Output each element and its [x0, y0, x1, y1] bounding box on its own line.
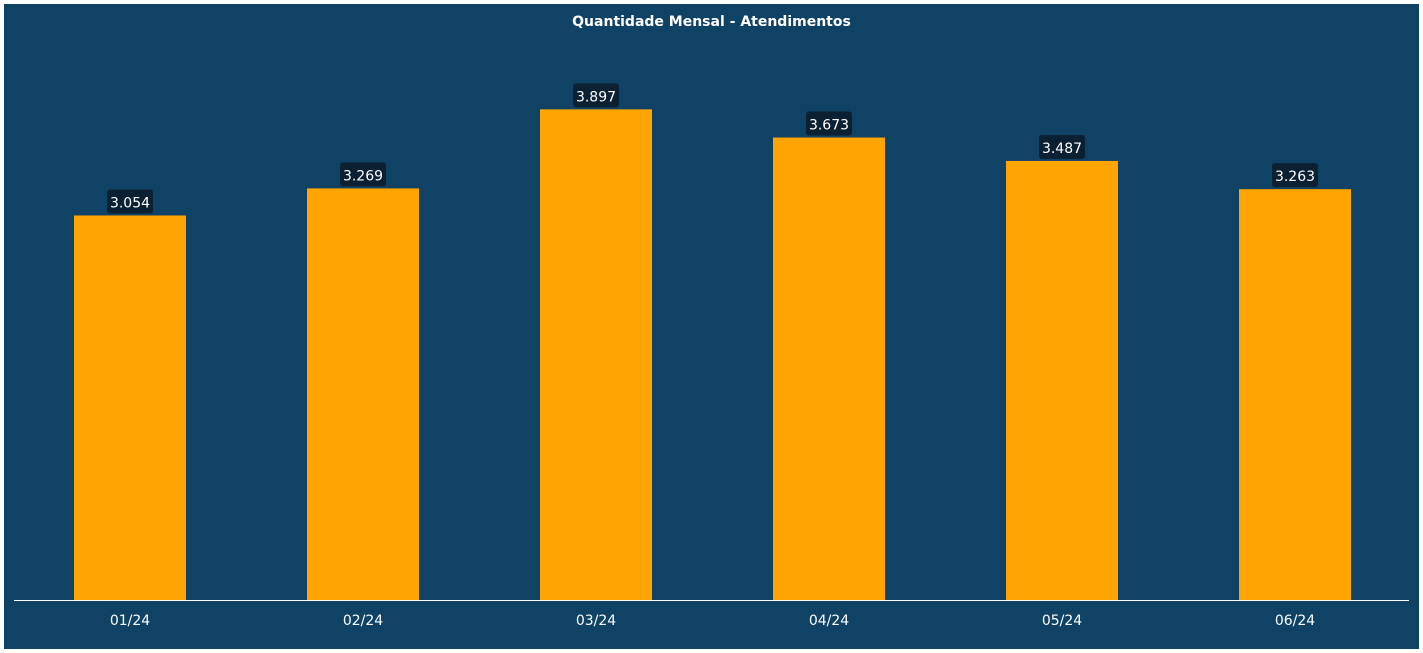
x-tick-label: 03/24	[576, 613, 616, 629]
data-label: 3.269	[343, 168, 383, 184]
bar[interactable]	[1006, 160, 1118, 600]
bar[interactable]	[773, 137, 885, 601]
x-tick-label: 06/24	[1275, 613, 1315, 629]
data-label-box	[340, 162, 386, 187]
x-tick-label: 02/24	[343, 613, 383, 629]
chart-panel: Quantidade Mensal - Atendimentos 3.054 01…	[4, 4, 1419, 649]
data-label: 3.897	[576, 89, 616, 105]
data-label-box	[573, 83, 619, 108]
data-label-box	[1272, 163, 1318, 188]
data-label: 3.263	[1275, 169, 1315, 185]
data-label-box	[806, 111, 852, 136]
x-tick-label: 01/24	[110, 613, 150, 629]
bar[interactable]	[74, 215, 186, 600]
data-label: 3.673	[809, 118, 849, 134]
chart-title: Quantidade Mensal - Atendimentos	[572, 14, 851, 30]
bar[interactable]	[307, 188, 419, 600]
data-label: 3.054	[110, 195, 150, 211]
x-tick-label: 05/24	[1042, 613, 1082, 629]
data-label-box	[1039, 134, 1085, 159]
bar[interactable]	[1239, 189, 1351, 600]
data-label-box	[107, 189, 153, 214]
data-label: 3.487	[1042, 141, 1082, 157]
bar-chart: 3.054 01/24 3.269 02/24 3.897 03/24 3.673 04/24…	[14, 83, 1409, 629]
bar[interactable]	[540, 109, 652, 600]
x-tick-label: 04/24	[809, 613, 849, 629]
